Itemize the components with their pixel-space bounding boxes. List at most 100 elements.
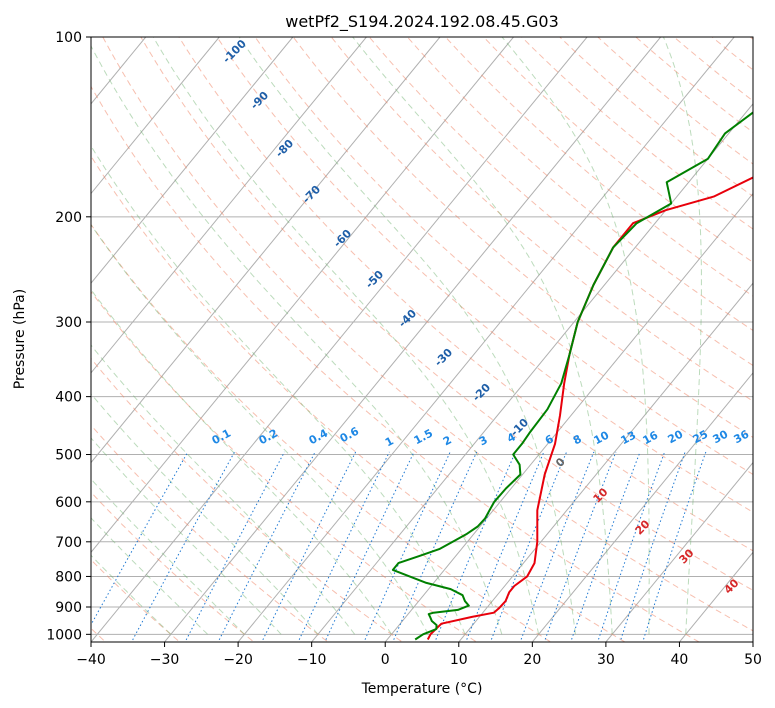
mixing-ratio-line	[363, 451, 451, 642]
dry-adiabat-line	[673, 37, 753, 102]
dry-adiabat-label: -40	[396, 307, 419, 330]
y-axis-label: Pressure (hPa)	[12, 289, 28, 389]
dry-adiabat-line	[91, 491, 255, 642]
isotherm-gridline	[91, 37, 441, 464]
moist-adiabat-line	[91, 517, 208, 635]
mixing-ratio-label: 1	[383, 434, 396, 449]
mixing-ratio-label: 1.5	[412, 427, 435, 448]
x-tick-label: 40	[671, 652, 689, 668]
isotherm-gridline	[91, 37, 514, 554]
x-axis-label: Temperature (°C)	[361, 681, 483, 697]
isotherm-gridline	[679, 551, 753, 642]
isotherm-gridline	[237, 37, 735, 642]
mixing-ratio-line	[619, 451, 686, 642]
isotherm-gridline	[458, 282, 753, 642]
dry-adiabat-line	[91, 85, 700, 642]
dry-adiabat-line	[178, 37, 753, 552]
y-tick-label: 400	[55, 390, 82, 406]
dry-adiabat-line	[91, 357, 404, 642]
mixing-ratio-line	[297, 451, 390, 642]
mixing-ratio-line	[642, 451, 707, 642]
mixing-ratio-line	[519, 451, 595, 642]
isotherm-gridline	[384, 192, 753, 642]
x-tick-label: −20	[223, 652, 253, 668]
mixing-ratio-lines	[91, 451, 707, 642]
mixing-ratio-line	[261, 451, 357, 642]
mixing-ratio-line	[570, 451, 641, 642]
dry-adiabat-line	[102, 37, 753, 632]
mixing-ratio-label: 36	[732, 427, 752, 446]
isotherm-gridline	[164, 37, 662, 642]
y-tick-label: 900	[55, 600, 82, 616]
isotherm-gridline	[311, 103, 753, 642]
dry-adiabat-line	[559, 37, 753, 197]
dry-adiabat-line	[520, 37, 753, 230]
y-tick-label: 600	[55, 495, 82, 511]
moist-adiabat-line	[91, 288, 392, 635]
y-tick-label: 800	[55, 569, 82, 585]
data-series	[391, 111, 753, 641]
isotherm-gridline	[752, 641, 753, 642]
mixing-ratio-label: 16	[641, 428, 661, 447]
y-tick-label: 200	[55, 210, 82, 226]
dry-adiabat-label: -60	[331, 227, 354, 250]
isotherm-gridline	[605, 461, 753, 642]
plot-area	[0, 37, 753, 642]
x-tick-label: 20	[523, 652, 541, 668]
plot-frame	[90, 36, 754, 643]
isotherm-gridline	[91, 37, 294, 284]
y-axis-ticks: 1000 900 800 700 600 500 400 300 200 100	[46, 30, 91, 643]
dry-adiabat-label: -20	[470, 381, 493, 404]
dry-adiabat-label: 30	[677, 546, 697, 566]
moist-adiabat-line	[91, 344, 356, 635]
x-tick-label: −40	[76, 652, 106, 668]
mixing-ratio-label: 2	[441, 433, 454, 448]
mixing-ratio-line	[130, 451, 236, 642]
mixing-ratio-label: 0.1	[210, 427, 233, 448]
dry-adiabat-line	[292, 37, 753, 438]
dry-adiabat-line	[444, 37, 753, 297]
isotherm-gridline	[91, 37, 220, 195]
dry-adiabat-label: 40	[722, 576, 742, 596]
mixing-ratio-line	[597, 451, 666, 642]
isotherm-gridline	[0, 37, 72, 642]
mixing-ratio-label: 3	[477, 433, 490, 448]
dry-adiabat-line	[406, 37, 753, 332]
x-tick-label: 0	[381, 652, 390, 668]
y-tick-label: 100	[55, 30, 82, 46]
mixing-ratio-label: 0.6	[338, 424, 362, 445]
sounding-profile-line	[426, 176, 753, 640]
x-tick-label: −10	[297, 652, 327, 668]
dry-adiabat-label: -90	[248, 89, 271, 112]
mixing-ratio-label: 20	[666, 427, 686, 446]
dry-adiabat-label: -50	[363, 268, 386, 291]
moist-adiabat-line	[501, 37, 650, 635]
dry-adiabat-label: 0	[553, 455, 568, 470]
moist-adiabat-line	[91, 393, 319, 635]
moist-adiabat-line	[352, 37, 613, 635]
dry-adiabat-line	[91, 559, 181, 642]
isotherm-gridline	[91, 37, 588, 642]
moist-adiabat-line	[91, 224, 429, 635]
dry-adiabat-label: 20	[633, 517, 653, 537]
dry-adiabat-line	[216, 37, 753, 513]
mixing-ratio-line	[217, 451, 316, 642]
mixing-ratio-label: 0.2	[257, 427, 280, 448]
moist-adiabats	[91, 37, 702, 635]
dry-adiabat-label: 10	[591, 485, 611, 505]
moist-adiabat-line	[91, 145, 466, 635]
dry-adiabat-line	[91, 155, 626, 642]
y-tick-label: 500	[55, 448, 82, 464]
moist-adiabat-line	[152, 37, 540, 635]
x-axis-ticks: −40 −30 −20 −10 0 10 20 30 40 50	[76, 642, 762, 668]
dry-adiabat-line	[254, 37, 753, 476]
moist-adiabat-line	[662, 37, 702, 635]
moist-adiabat-line	[91, 44, 503, 635]
dry-adiabat-label: -80	[273, 137, 296, 160]
mixing-ratio-line	[184, 451, 285, 642]
dry-adiabat-line	[368, 37, 753, 367]
mixing-ratio-label: 8	[571, 432, 584, 447]
moist-adiabat-line	[91, 437, 282, 635]
isotherm-gridline	[531, 372, 753, 642]
